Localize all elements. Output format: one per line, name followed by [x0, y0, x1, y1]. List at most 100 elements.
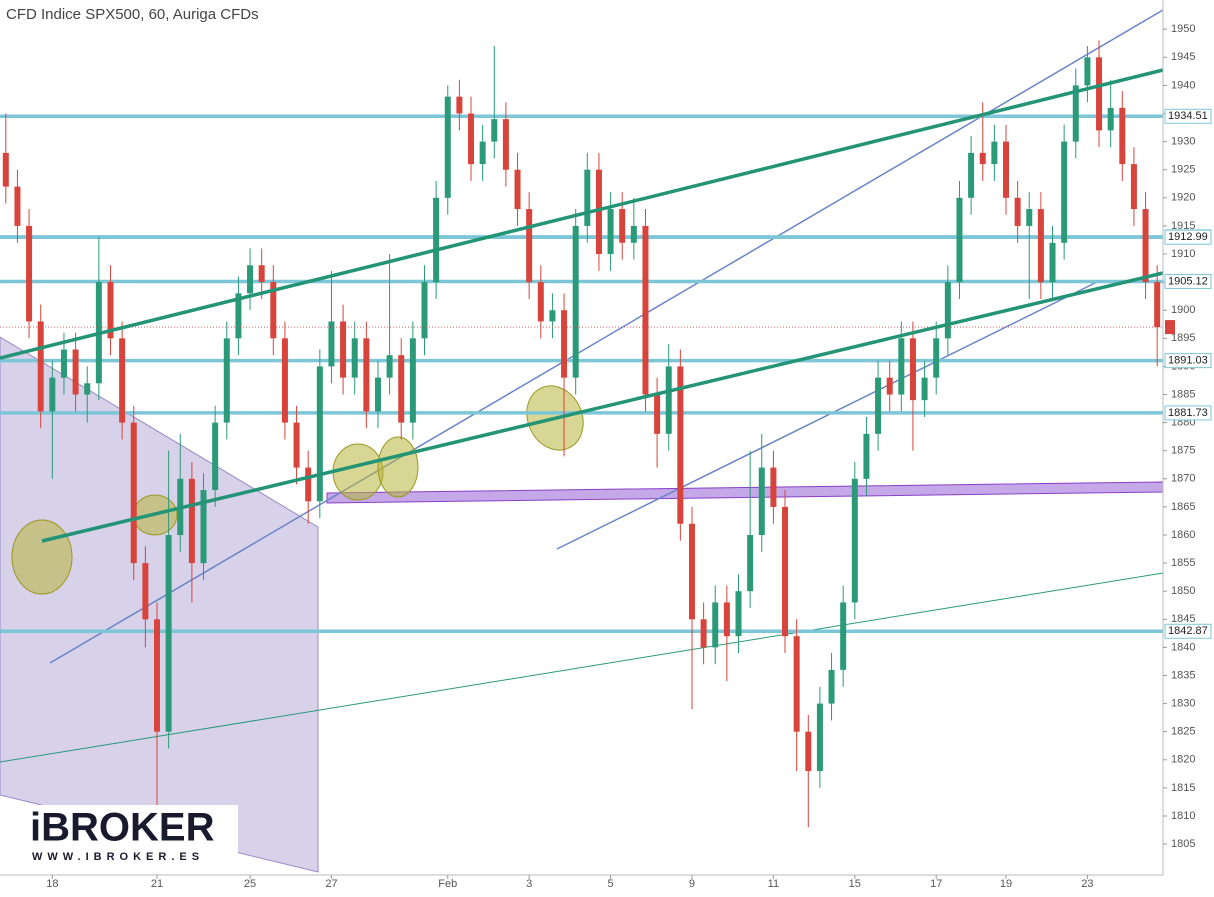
candle-body	[1130, 164, 1137, 210]
candle-body	[281, 338, 288, 423]
level-label-box	[1164, 353, 1212, 369]
candle-body	[1037, 209, 1044, 283]
level-label-box	[1164, 273, 1212, 289]
candle-body	[723, 602, 730, 637]
last-price-marker	[1165, 320, 1175, 335]
y-tick-label: 1810	[1171, 810, 1195, 822]
candle-body	[805, 731, 812, 772]
level-label: 1842.87	[1168, 625, 1208, 637]
logo-brand: iBROKER	[30, 806, 215, 850]
candle-body	[700, 619, 707, 648]
candle-body	[316, 366, 323, 502]
candle-body	[1026, 209, 1033, 226]
candle-body	[200, 490, 207, 564]
candle-body	[549, 310, 556, 322]
candle-body	[386, 355, 393, 378]
candle-body	[1072, 85, 1079, 142]
candle-body	[165, 535, 172, 732]
candle-body	[526, 209, 533, 283]
candle-body	[782, 506, 789, 637]
candle-body	[607, 209, 614, 255]
candle-body	[595, 169, 602, 255]
candle-body	[619, 209, 626, 243]
candle-body	[933, 338, 940, 378]
level-label: 1881.73	[1168, 407, 1208, 419]
candle-body	[258, 265, 265, 283]
candle-body	[188, 478, 195, 564]
highlight	[377, 436, 419, 498]
y-tick-label: 1850	[1171, 585, 1195, 597]
candle-body	[340, 321, 347, 378]
candle-body	[875, 377, 882, 434]
candle-body	[130, 422, 137, 564]
x-tick-label: 11	[768, 878, 779, 890]
candle-body	[479, 141, 486, 165]
y-tick-label: 1945	[1171, 51, 1195, 63]
y-tick-label: 1840	[1171, 641, 1195, 653]
candle-body	[142, 563, 149, 620]
level-label: 1905.12	[1168, 275, 1208, 287]
candle-body	[84, 383, 91, 395]
candle-body	[1096, 57, 1103, 131]
level-label: 1891.03	[1168, 355, 1208, 367]
trendlines	[0, 68, 1164, 543]
candle-body	[374, 377, 381, 412]
y-tick-label: 1870	[1171, 473, 1195, 485]
trendline-arrow	[556, 281, 1098, 550]
candle-body	[561, 310, 568, 378]
candle-body	[328, 321, 335, 367]
y-tick-label: 1900	[1171, 304, 1195, 316]
candle-body	[735, 591, 742, 637]
chart-title: CFD Indice SPX500, 60, Auriga CFDs	[6, 6, 259, 23]
x-tick-label: 27	[325, 878, 337, 890]
candle-body	[688, 523, 695, 620]
level-label: 1912.99	[1168, 231, 1208, 243]
x-tick-label: 23	[1081, 878, 1093, 890]
y-tick-label: 1925	[1171, 164, 1195, 176]
candle-body	[1142, 209, 1149, 283]
candle-body	[433, 197, 440, 283]
candle-body	[665, 366, 672, 434]
candle-body	[107, 282, 114, 339]
candle-body	[758, 467, 765, 536]
trendline	[0, 572, 1164, 763]
candle-body	[351, 338, 358, 378]
y-tick-label: 1940	[1171, 79, 1195, 91]
highlight	[332, 443, 384, 501]
candle-body	[363, 338, 370, 412]
y-tick-label: 1930	[1171, 136, 1195, 148]
candle-body	[537, 282, 544, 322]
candle-body	[37, 321, 44, 412]
candle-body	[909, 338, 916, 401]
x-tick-label: 3	[526, 878, 532, 890]
candle-body	[770, 467, 777, 507]
y-tick-label: 1950	[1171, 23, 1195, 35]
candles	[0, 40, 1163, 828]
level-label-box	[1164, 108, 1212, 124]
candle-body	[49, 377, 56, 412]
x-tick-label: 5	[608, 878, 614, 890]
candle-body	[72, 349, 79, 395]
trendline	[41, 271, 1164, 543]
candle-body	[514, 169, 521, 210]
x-tick-label: 18	[46, 878, 58, 890]
shaded-channel	[0, 336, 319, 873]
candle-body	[886, 377, 893, 395]
candle-body	[305, 467, 312, 502]
candle-body	[1119, 107, 1126, 165]
candle-body	[712, 602, 719, 648]
candle-body	[60, 349, 67, 378]
candle-body	[119, 338, 126, 423]
y-tick-label: 1815	[1171, 782, 1195, 794]
highlight	[11, 519, 73, 595]
y-tick-label: 1855	[1171, 557, 1195, 569]
candle-body	[1049, 242, 1056, 283]
y-tick-label: 1895	[1171, 332, 1195, 344]
y-tick-label: 1885	[1171, 388, 1195, 400]
y-tick-label: 1875	[1171, 445, 1195, 457]
candle-body	[840, 602, 847, 670]
candle-body	[154, 619, 161, 732]
x-tick-label: 17	[930, 878, 942, 890]
candle-body	[828, 669, 835, 704]
